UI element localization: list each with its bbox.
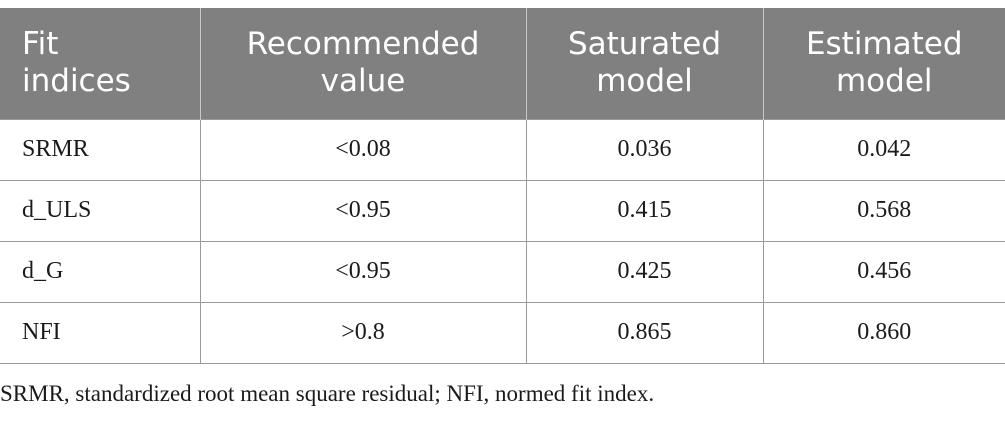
- table-body: SRMR <0.08 0.036 0.042 d_ULS <0.95 0.415…: [0, 118, 1005, 364]
- header-recommended-value: Recommended value: [199, 8, 526, 119]
- header-fit-indices-line1: Fit: [22, 26, 59, 63]
- table-header: Fit indices Recommended value Saturated …: [0, 8, 1005, 119]
- cell-fit-index: d_G: [0, 240, 200, 302]
- header-estimated-model-line1: Estimated: [805, 26, 963, 63]
- header-fit-indices: Fit indices: [0, 8, 200, 119]
- header-recommended-value-line2: value: [320, 63, 406, 100]
- header-estimated-model: Estimated model: [762, 8, 1005, 119]
- table-row: d_G <0.95 0.425 0.456: [0, 240, 1005, 302]
- cell-saturated-model: 0.425: [525, 240, 763, 302]
- cell-recommended-value: >0.8: [199, 301, 526, 364]
- header-saturated-model-line2: model: [596, 63, 693, 100]
- header-recommended-value-line1: Recommended: [246, 26, 480, 63]
- cell-estimated-model: 0.568: [762, 179, 1005, 241]
- cell-saturated-model: 0.036: [525, 118, 763, 180]
- header-estimated-model-line2: model: [835, 63, 933, 100]
- table-row: NFI >0.8 0.865 0.860: [0, 301, 1005, 364]
- header-row: Fit indices Recommended value Saturated …: [0, 8, 1005, 119]
- cell-fit-index: SRMR: [0, 118, 200, 180]
- header-fit-indices-line2: indices: [22, 63, 131, 100]
- table-row: d_ULS <0.95 0.415 0.568: [0, 179, 1005, 241]
- fit-indices-table-container: Fit indices Recommended value Saturated …: [0, 8, 1005, 364]
- cell-fit-index: NFI: [0, 301, 200, 364]
- cell-saturated-model: 0.865: [525, 301, 763, 364]
- cell-recommended-value: <0.95: [199, 179, 526, 241]
- fit-indices-table: Fit indices Recommended value Saturated …: [0, 8, 1005, 364]
- table-row: SRMR <0.08 0.036 0.042: [0, 118, 1005, 180]
- cell-estimated-model: 0.860: [762, 301, 1005, 364]
- table-footnote: SRMR, standardized root mean square resi…: [0, 381, 655, 406]
- header-saturated-model-line1: Saturated: [567, 26, 722, 63]
- cell-saturated-model: 0.415: [525, 179, 763, 241]
- cell-fit-index: d_ULS: [0, 179, 200, 241]
- header-saturated-model: Saturated model: [525, 8, 763, 119]
- cell-estimated-model: 0.456: [762, 240, 1005, 302]
- cell-recommended-value: <0.95: [199, 240, 526, 302]
- cell-recommended-value: <0.08: [199, 118, 526, 180]
- cell-estimated-model: 0.042: [762, 118, 1005, 180]
